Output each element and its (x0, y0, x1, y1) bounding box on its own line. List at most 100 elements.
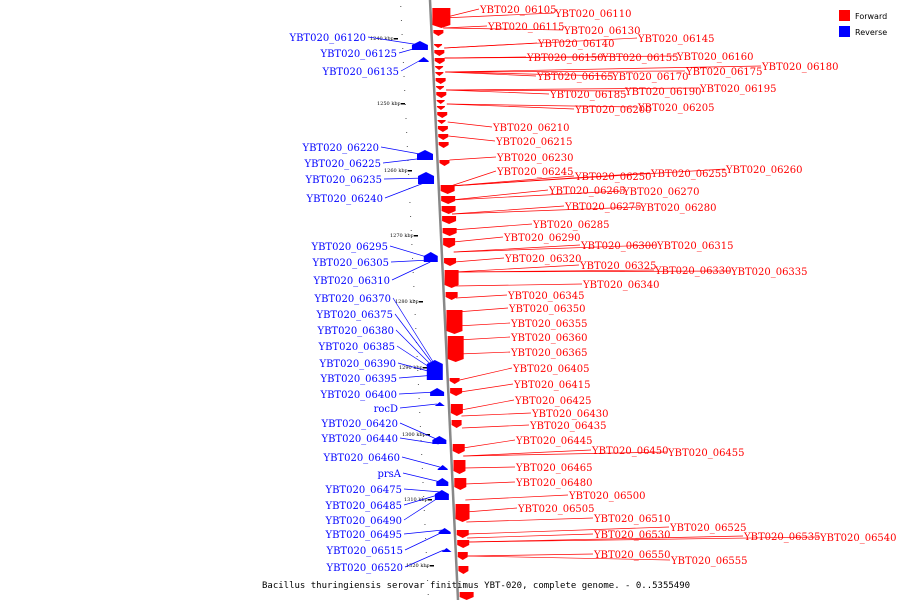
forward-gene-leader (456, 307, 509, 313)
reverse-gene-label: YBT020_06375 (315, 310, 393, 321)
reverse-gene-leader (399, 422, 439, 441)
forward-gene-label: YBT020_06425 (514, 396, 592, 407)
guide-dot (413, 286, 415, 287)
forward-gene-label: YBT020_06505 (517, 504, 595, 515)
forward-gene-label: YBT020_06195 (699, 84, 777, 95)
forward-gene-label: YBT020_06215 (495, 137, 573, 148)
forward-gene-leader (455, 294, 508, 299)
forward-gene-leader (467, 536, 820, 543)
forward-gene-label: YBT020_06355 (510, 319, 588, 330)
forward-gene-leader (448, 135, 496, 142)
forward-gene-leader (449, 156, 497, 161)
forward-gene-leader (461, 424, 530, 429)
guide-dot (425, 552, 427, 553)
forward-gene-label: YBT020_06105 (479, 5, 557, 16)
guide-dot (426, 566, 428, 567)
forward-gene-arrow (435, 72, 444, 76)
guide-dot (423, 496, 425, 497)
reverse-gene-label: YBT020_06125 (319, 49, 397, 60)
forward-gene-leader (461, 399, 515, 411)
forward-gene-arrow (441, 206, 456, 214)
forward-gene-label: YBT020_06330 (654, 266, 732, 277)
reverse-gene-arrow (423, 252, 438, 262)
forward-gene-leader (467, 555, 671, 561)
tick-mark (430, 565, 434, 567)
reverse-gene-label: YBT020_06490 (324, 516, 402, 527)
reverse-gene-leader (398, 374, 436, 379)
forward-gene-label: YBT020_06165 (536, 72, 614, 83)
forward-gene-leader (467, 553, 594, 557)
forward-gene-label: YBT020_06115 (487, 22, 565, 33)
reverse-gene-label: YBT020_06220 (301, 143, 379, 154)
forward-gene-leader (446, 103, 575, 110)
reverse-gene-leader (396, 345, 436, 372)
forward-gene-label: YBT020_06340 (582, 280, 660, 291)
tick-label: 1260 kbp (384, 168, 408, 174)
reverse-gene-label: YBT020_06390 (318, 359, 396, 370)
reverse-gene-label: YBT020_06370 (313, 294, 391, 305)
forward-gene-arrow (450, 388, 463, 396)
legend-label-forward: Forward (855, 12, 887, 21)
guide-dot (417, 384, 419, 385)
forward-gene-leader (453, 244, 657, 253)
forward-gene-leader (467, 533, 594, 539)
forward-gene-label: YBT020_06290 (503, 233, 581, 244)
forward-gene-leader (453, 244, 581, 253)
reverse-gene-label: YBT020_06420 (320, 419, 398, 430)
forward-gene-arrow (459, 592, 474, 600)
forward-gene-leader (445, 65, 762, 73)
forward-gene-leader (445, 71, 612, 77)
guide-dot (423, 510, 425, 511)
forward-gene-leader (454, 257, 505, 263)
reverse-gene-leader (400, 59, 421, 72)
guide-dot (422, 482, 424, 483)
reverse-gene-label: YBT020_06295 (310, 242, 388, 253)
tick-label: 1300 kbp (402, 432, 426, 438)
forward-gene-leader (465, 507, 518, 513)
reverse-gene-label: YBT020_06380 (316, 326, 394, 337)
tick-label: 1320 kbp (406, 563, 430, 569)
forward-gene-leader (446, 89, 625, 92)
tick-mark (423, 367, 427, 369)
reverse-gene-leader (395, 329, 436, 370)
genome-caption: Bacillus thuringiensis serovar finitimus… (262, 581, 690, 591)
forward-gene-label: YBT020_06180 (761, 62, 839, 73)
forward-gene-label: YBT020_06145 (637, 34, 715, 45)
guide-dot (425, 538, 427, 539)
forward-gene-label: YBT020_06110 (554, 9, 632, 20)
forward-gene-leader (451, 189, 549, 201)
forward-gene-label: YBT020_06320 (504, 254, 582, 265)
forward-gene-label: YBT020_06270 (622, 187, 700, 198)
forward-gene-label: YBT020_06160 (676, 52, 754, 63)
reverse-gene-label: YBT020_06400 (319, 390, 397, 401)
forward-gene-arrow (437, 126, 448, 132)
forward-gene-label: YBT020_06430 (531, 409, 609, 420)
guide-dot (410, 216, 412, 217)
guide-dot (409, 202, 411, 203)
reverse-gene-leader (403, 493, 442, 506)
forward-gene-arrow (445, 292, 458, 300)
reverse-gene-arrow (434, 402, 445, 406)
forward-gene-arrow (436, 86, 445, 90)
guide-dot (402, 48, 404, 49)
forward-gene-leader (450, 168, 726, 187)
reverse-gene-arrow (432, 436, 447, 444)
tick-label: 1290 kbp (399, 365, 423, 371)
reverse-gene-arrow (437, 465, 448, 470)
tick-label: 1270 kbp (390, 233, 414, 239)
forward-gene-label: YBT020_06140 (537, 39, 615, 50)
forward-gene-label: YBT020_06230 (496, 153, 574, 164)
guide-dot (410, 230, 412, 231)
guide-dot (419, 412, 421, 413)
forward-gene-leader (465, 494, 569, 501)
guide-dot (414, 300, 415, 301)
guide-dot (405, 118, 407, 119)
reverse-gene-leader (398, 46, 421, 54)
forward-gene-leader (466, 517, 594, 523)
forward-gene-label: YBT020_06405 (512, 364, 590, 375)
guide-dot (420, 440, 422, 441)
forward-gene-arrow (443, 238, 456, 248)
forward-gene-label: YBT020_06185 (549, 90, 627, 101)
